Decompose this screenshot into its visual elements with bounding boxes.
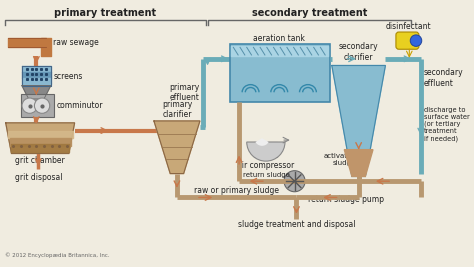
Polygon shape [344, 150, 373, 176]
Text: return sludge pump: return sludge pump [308, 195, 384, 204]
Polygon shape [332, 65, 385, 176]
FancyBboxPatch shape [396, 32, 419, 49]
Text: disinfectant: disinfectant [385, 22, 431, 31]
Wedge shape [255, 138, 269, 146]
Text: primary treatment: primary treatment [54, 8, 156, 18]
Text: air compressor: air compressor [237, 161, 294, 170]
Circle shape [284, 171, 305, 192]
Text: raw or primary sludge: raw or primary sludge [194, 186, 279, 195]
FancyBboxPatch shape [255, 142, 277, 157]
FancyBboxPatch shape [229, 45, 330, 102]
Circle shape [410, 35, 422, 46]
FancyBboxPatch shape [21, 94, 54, 117]
Text: grit chamber: grit chamber [15, 156, 65, 165]
Circle shape [22, 98, 37, 113]
Text: secondary treatment: secondary treatment [252, 8, 367, 18]
Text: return sludge: return sludge [243, 172, 290, 178]
Text: activated
sludge: activated sludge [323, 153, 356, 166]
Polygon shape [6, 123, 74, 154]
Text: © 2012 Encyclopædia Britannica, Inc.: © 2012 Encyclopædia Britannica, Inc. [5, 252, 109, 258]
Text: aeration tank: aeration tank [253, 34, 305, 42]
Text: sludge treatment and disposal: sludge treatment and disposal [238, 221, 355, 229]
Text: primary
clarifier: primary clarifier [162, 100, 192, 119]
Circle shape [35, 98, 50, 113]
Text: discharge to
surface water
(or tertiary
treatment
if needed): discharge to surface water (or tertiary … [424, 107, 469, 142]
Text: secondary
clarifier: secondary clarifier [339, 42, 378, 62]
Text: primary
effluent: primary effluent [170, 83, 200, 102]
Text: comminutor: comminutor [56, 101, 103, 110]
Text: grit disposal: grit disposal [15, 172, 62, 182]
Polygon shape [22, 86, 51, 99]
Text: secondary
effluent: secondary effluent [424, 68, 463, 88]
Wedge shape [247, 142, 285, 161]
Polygon shape [154, 121, 200, 174]
Text: raw sewage: raw sewage [53, 38, 98, 47]
Text: screens: screens [54, 72, 83, 81]
